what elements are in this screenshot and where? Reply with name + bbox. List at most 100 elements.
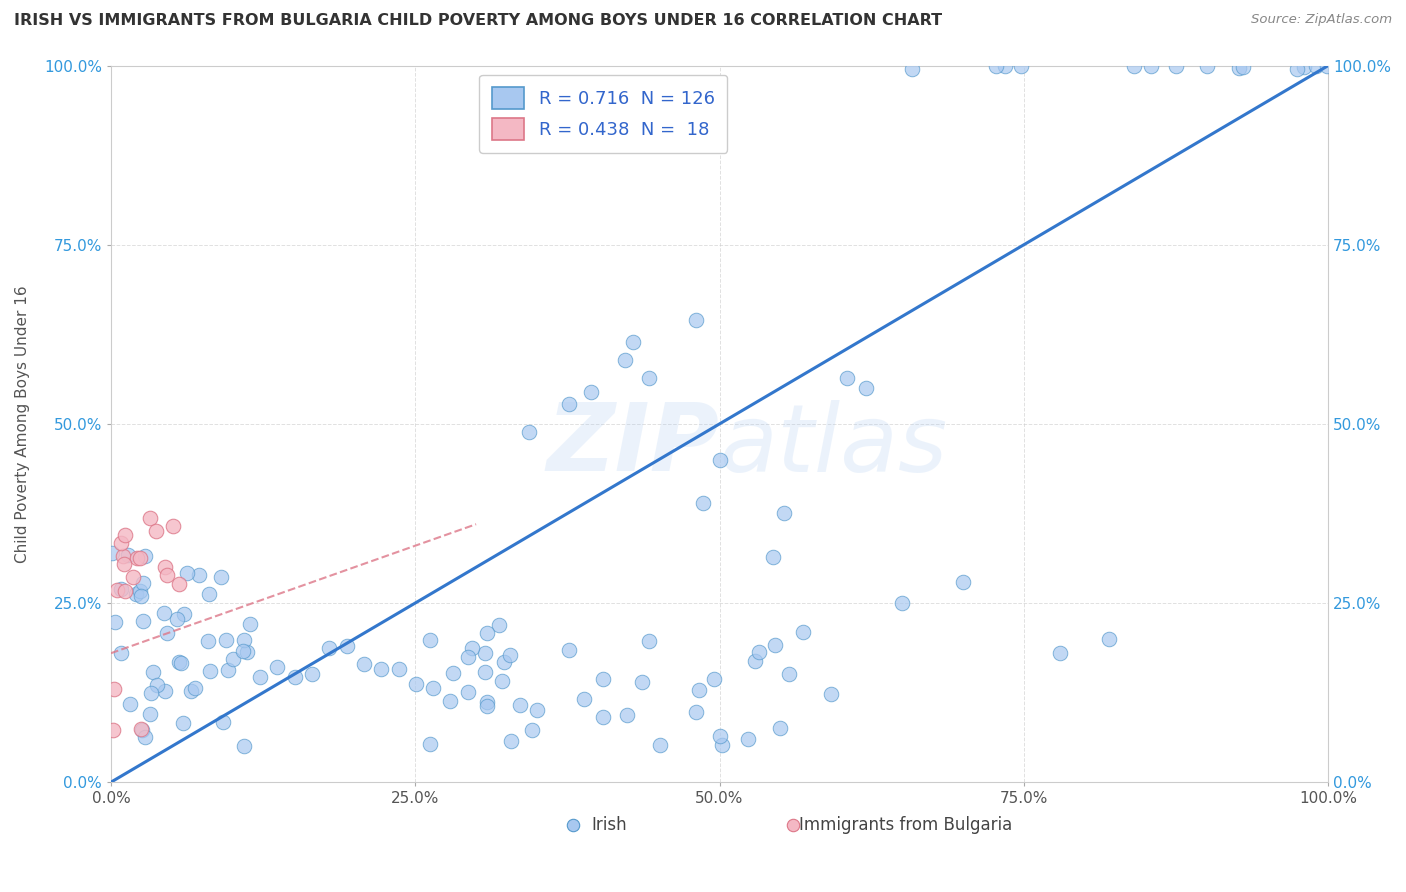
Point xyxy=(217,663,239,677)
Point xyxy=(155,625,177,640)
Point xyxy=(370,662,392,676)
Point xyxy=(129,551,152,566)
Point xyxy=(891,596,914,610)
Point xyxy=(499,734,522,748)
Point xyxy=(103,681,125,696)
Point xyxy=(141,685,163,699)
Point xyxy=(457,650,479,665)
Point xyxy=(172,715,194,730)
Point xyxy=(111,549,134,564)
Point xyxy=(685,705,707,719)
Point xyxy=(129,589,152,603)
Point xyxy=(162,519,184,533)
Point xyxy=(266,660,288,674)
Point xyxy=(526,703,548,717)
Point xyxy=(616,708,638,723)
Point xyxy=(419,633,441,648)
Point xyxy=(492,655,515,669)
Point xyxy=(837,371,859,385)
Point xyxy=(318,640,340,655)
Point xyxy=(169,657,191,671)
Point xyxy=(792,624,814,639)
Point xyxy=(737,731,759,746)
Point xyxy=(134,549,156,563)
Point xyxy=(132,575,155,590)
Point xyxy=(232,739,254,753)
Point xyxy=(197,587,219,601)
Text: Irish: Irish xyxy=(592,816,627,834)
Point xyxy=(139,511,162,525)
Point xyxy=(132,614,155,628)
Point xyxy=(744,655,766,669)
Point xyxy=(387,662,409,676)
Point xyxy=(117,548,139,562)
Text: atlas: atlas xyxy=(720,400,948,491)
Point xyxy=(820,687,842,701)
Point xyxy=(198,664,221,678)
Point xyxy=(782,818,804,832)
Point xyxy=(1098,632,1121,646)
Point xyxy=(855,381,877,395)
Point xyxy=(183,681,205,696)
Point xyxy=(146,678,169,692)
Point xyxy=(284,669,307,683)
Point xyxy=(572,691,595,706)
Point xyxy=(748,645,770,659)
Legend: R = 0.716  N = 126, R = 0.438  N =  18: R = 0.716 N = 126, R = 0.438 N = 18 xyxy=(479,75,727,153)
Point xyxy=(688,683,710,698)
Point xyxy=(474,647,496,661)
Point xyxy=(1285,62,1308,76)
Point xyxy=(114,583,136,598)
Point xyxy=(110,536,132,550)
Point xyxy=(1195,59,1218,73)
Point xyxy=(709,729,731,743)
Point xyxy=(685,313,707,327)
Point xyxy=(232,633,254,648)
Point xyxy=(232,644,254,658)
Point xyxy=(778,667,800,681)
Point xyxy=(112,557,135,571)
Point xyxy=(139,706,162,721)
Point xyxy=(952,574,974,589)
Point xyxy=(422,681,444,695)
Point xyxy=(110,646,132,660)
Point xyxy=(475,626,498,640)
Point xyxy=(110,582,132,597)
Point xyxy=(592,672,614,686)
Point xyxy=(1227,61,1250,75)
Point xyxy=(581,384,603,399)
Point xyxy=(167,655,190,669)
Text: Immigrants from Bulgaria: Immigrants from Bulgaria xyxy=(799,816,1012,834)
Point xyxy=(474,665,496,679)
Point xyxy=(488,618,510,632)
Point xyxy=(129,583,152,598)
Point xyxy=(650,739,672,753)
Point xyxy=(631,675,654,690)
Point xyxy=(114,528,136,542)
Point xyxy=(176,566,198,581)
Point xyxy=(125,551,148,566)
Point xyxy=(209,570,232,584)
Point xyxy=(122,570,145,584)
Point xyxy=(336,639,359,653)
Point xyxy=(460,640,482,655)
Point xyxy=(105,582,128,597)
Point xyxy=(222,652,245,666)
Point xyxy=(120,698,142,712)
Point xyxy=(131,723,153,737)
Point xyxy=(197,634,219,648)
Point xyxy=(1164,59,1187,73)
Point xyxy=(142,665,165,679)
Point xyxy=(103,615,125,629)
Point xyxy=(1316,59,1339,73)
Point xyxy=(621,334,644,349)
Point xyxy=(986,59,1008,73)
Point xyxy=(214,632,236,647)
Point xyxy=(180,684,202,698)
Point xyxy=(637,371,659,385)
Point xyxy=(592,710,614,724)
Text: Source: ZipAtlas.com: Source: ZipAtlas.com xyxy=(1251,13,1392,27)
Point xyxy=(562,818,585,832)
Point xyxy=(353,657,375,672)
Point xyxy=(457,685,479,699)
